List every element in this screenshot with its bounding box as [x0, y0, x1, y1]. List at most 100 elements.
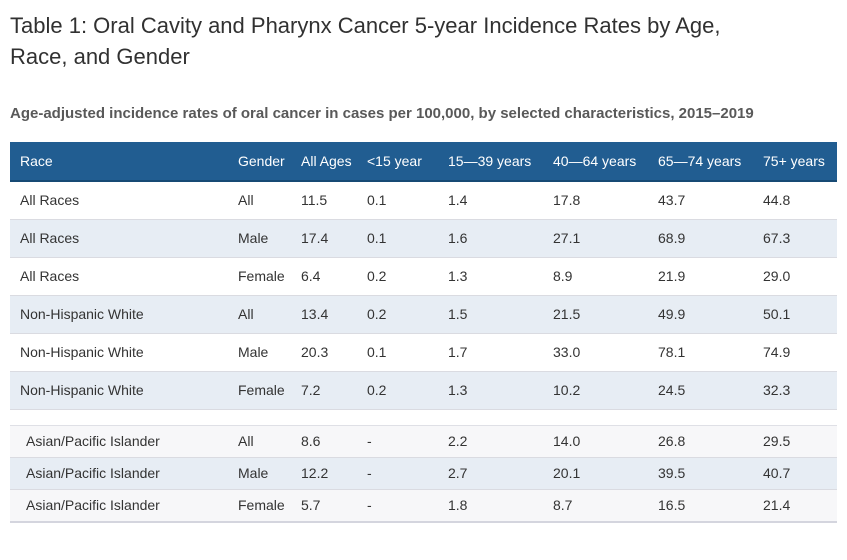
- cell-gender: Male: [228, 457, 291, 490]
- cell-65-74: 24.5: [648, 371, 753, 410]
- cell-gender: All: [228, 295, 291, 334]
- cell-race: Non-Hispanic White: [10, 371, 228, 410]
- cell-40-64: 8.7: [543, 489, 648, 523]
- cell-40-64: 20.1: [543, 457, 648, 490]
- cell-under-15: 0.2: [357, 257, 438, 296]
- cell-all-ages: 11.5: [291, 181, 357, 220]
- cell-gender: Male: [228, 333, 291, 372]
- cell-under-15: 0.2: [357, 371, 438, 410]
- table-row: All Races Male 17.4 0.1 1.6 27.1 68.9 67…: [10, 219, 837, 258]
- cell-40-64: 14.0: [543, 425, 648, 458]
- cell-race: All Races: [10, 181, 228, 220]
- cell-40-64: 10.2: [543, 371, 648, 410]
- cell-all-ages: 13.4: [291, 295, 357, 334]
- col-header-gender: Gender: [228, 142, 291, 182]
- cell-race: Non-Hispanic White: [10, 295, 228, 334]
- cell-40-64: 33.0: [543, 333, 648, 372]
- cell-under-15: -: [357, 425, 438, 458]
- cell-under-15: -: [357, 489, 438, 523]
- cell-under-15: 0.1: [357, 333, 438, 372]
- cell-15-39: 1.8: [438, 489, 543, 523]
- cell-15-39: 2.2: [438, 425, 543, 458]
- cell-75-plus: 74.9: [753, 333, 837, 372]
- col-header-race: Race: [10, 142, 228, 182]
- cell-all-ages: 7.2: [291, 371, 357, 410]
- spacer-row: [10, 409, 837, 426]
- page-title: Table 1: Oral Cavity and Pharynx Cancer …: [10, 13, 721, 69]
- cell-gender: Male: [228, 219, 291, 258]
- cell-race: Non-Hispanic White: [10, 333, 228, 372]
- cell-40-64: 27.1: [543, 219, 648, 258]
- cell-gender: All: [228, 425, 291, 458]
- cell-65-74: 68.9: [648, 219, 753, 258]
- col-header-15-39: 15—39 years: [438, 142, 543, 182]
- cell-40-64: 17.8: [543, 181, 648, 220]
- table-row: Non-Hispanic White Female 7.2 0.2 1.3 10…: [10, 371, 837, 410]
- cell-65-74: 39.5: [648, 457, 753, 490]
- cell-75-plus: 50.1: [753, 295, 837, 334]
- cell-15-39: 1.3: [438, 257, 543, 296]
- cell-15-39: 2.7: [438, 457, 543, 490]
- cell-75-plus: 67.3: [753, 219, 837, 258]
- cell-gender: All: [228, 181, 291, 220]
- table-row: Asian/Pacific Islander Male 12.2 - 2.7 2…: [10, 457, 837, 490]
- cell-race: All Races: [10, 257, 228, 296]
- cell-15-39: 1.4: [438, 181, 543, 220]
- cell-all-ages: 12.2: [291, 457, 357, 490]
- cell-gender: Female: [228, 257, 291, 296]
- cell-65-74: 21.9: [648, 257, 753, 296]
- cell-75-plus: 29.5: [753, 425, 837, 458]
- cell-all-ages: 17.4: [291, 219, 357, 258]
- cell-under-15: -: [357, 457, 438, 490]
- cell-75-plus: 44.8: [753, 181, 837, 220]
- header-row: Race Gender All Ages <15 year 15—39 year…: [10, 142, 837, 182]
- incidence-table: Race Gender All Ages <15 year 15—39 year…: [10, 142, 837, 523]
- cell-65-74: 78.1: [648, 333, 753, 372]
- table-row: Asian/Pacific Islander Female 5.7 - 1.8 …: [10, 489, 837, 523]
- col-header-75-plus: 75+ years: [753, 142, 837, 182]
- cell-under-15: 0.1: [357, 219, 438, 258]
- cell-65-74: 49.9: [648, 295, 753, 334]
- cell-75-plus: 32.3: [753, 371, 837, 410]
- cell-40-64: 21.5: [543, 295, 648, 334]
- cell-under-15: 0.1: [357, 181, 438, 220]
- cell-75-plus: 29.0: [753, 257, 837, 296]
- cell-race: Asian/Pacific Islander: [10, 425, 228, 458]
- page: Table 1: Oral Cavity and Pharynx Cancer …: [0, 10, 847, 523]
- table-section-2: Asian/Pacific Islander All 8.6 - 2.2 14.…: [10, 425, 837, 523]
- spacer-cell: [10, 409, 837, 426]
- cell-gender: Female: [228, 371, 291, 410]
- table-row: Non-Hispanic White Male 20.3 0.1 1.7 33.…: [10, 333, 837, 372]
- cell-65-74: 16.5: [648, 489, 753, 523]
- table-subtitle: Age-adjusted incidence rates of oral can…: [10, 105, 754, 122]
- section-gap: [10, 409, 837, 426]
- cell-15-39: 1.6: [438, 219, 543, 258]
- col-header-all-ages: All Ages: [291, 142, 357, 182]
- cell-all-ages: 6.4: [291, 257, 357, 296]
- cell-under-15: 0.2: [357, 295, 438, 334]
- table-header: Race Gender All Ages <15 year 15—39 year…: [10, 142, 837, 182]
- cell-gender: Female: [228, 489, 291, 523]
- cell-all-ages: 20.3: [291, 333, 357, 372]
- col-header-under-15: <15 year: [357, 142, 438, 182]
- table-row: Asian/Pacific Islander All 8.6 - 2.2 14.…: [10, 425, 837, 458]
- cell-75-plus: 21.4: [753, 489, 837, 523]
- cell-65-74: 43.7: [648, 181, 753, 220]
- table-row: Non-Hispanic White All 13.4 0.2 1.5 21.5…: [10, 295, 837, 334]
- cell-race: Asian/Pacific Islander: [10, 457, 228, 490]
- col-header-65-74: 65—74 years: [648, 142, 753, 182]
- table-row: All Races Female 6.4 0.2 1.3 8.9 21.9 29…: [10, 257, 837, 296]
- cell-race: All Races: [10, 219, 228, 258]
- cell-15-39: 1.3: [438, 371, 543, 410]
- cell-15-39: 1.7: [438, 333, 543, 372]
- table-section-1: All Races All 11.5 0.1 1.4 17.8 43.7 44.…: [10, 181, 837, 410]
- cell-race: Asian/Pacific Islander: [10, 489, 228, 523]
- cell-65-74: 26.8: [648, 425, 753, 458]
- cell-75-plus: 40.7: [753, 457, 837, 490]
- cell-all-ages: 5.7: [291, 489, 357, 523]
- col-header-40-64: 40—64 years: [543, 142, 648, 182]
- table-row: All Races All 11.5 0.1 1.4 17.8 43.7 44.…: [10, 181, 837, 220]
- cell-15-39: 1.5: [438, 295, 543, 334]
- cell-all-ages: 8.6: [291, 425, 357, 458]
- cell-40-64: 8.9: [543, 257, 648, 296]
